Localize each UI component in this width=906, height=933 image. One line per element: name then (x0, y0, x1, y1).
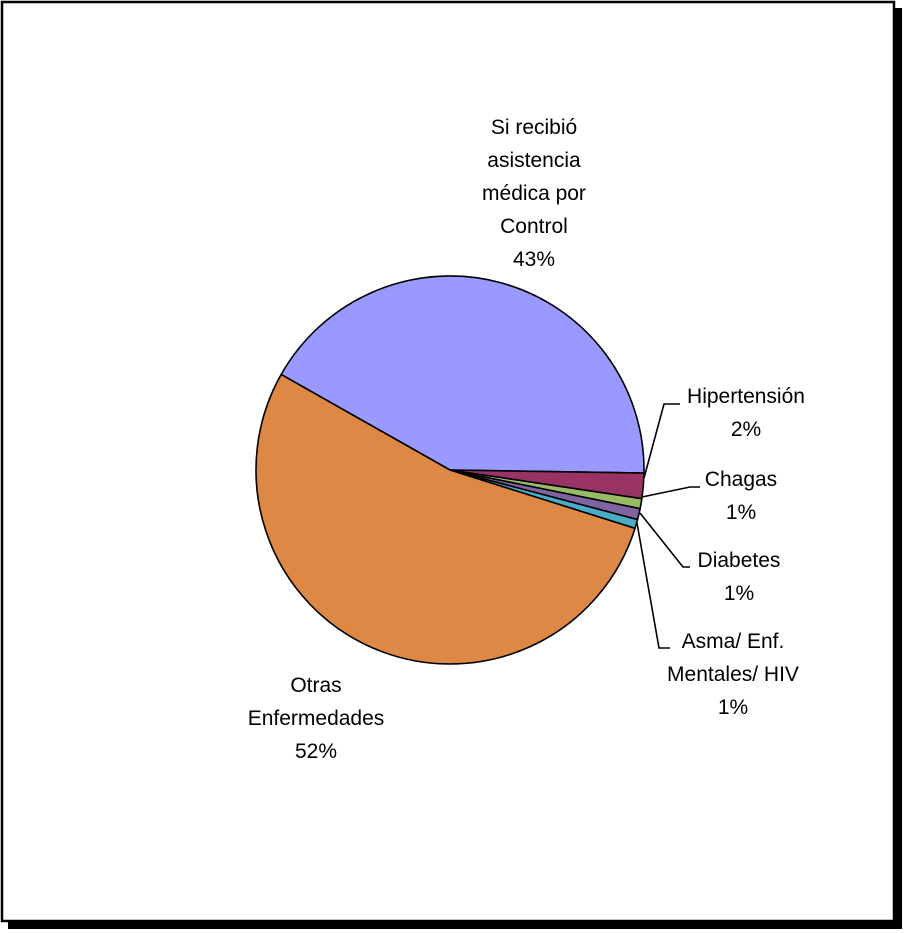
leader-line (641, 486, 700, 498)
slice-label-line: Enfermedades (248, 707, 385, 730)
slice-label: Si recibió asistencia médica por Control 43% (482, 116, 586, 271)
slice-value: 52% (295, 740, 337, 763)
slice-label-line: Asma/ Enf. (682, 630, 785, 653)
slice-label-line: Hipertensión (687, 385, 805, 408)
slice-labels: Si recibió asistencia médica por Control 43%… (248, 116, 805, 763)
slice-label-line: Diabetes (698, 549, 781, 572)
pie-slice (280, 275, 645, 474)
leader-line (639, 512, 690, 568)
slice-label-line: Control (500, 215, 568, 238)
slice-label-line: Mentales/ HIV (667, 663, 799, 686)
leader-line (643, 403, 680, 479)
slice-label-line: médica por (482, 182, 586, 205)
slice-value: 43% (513, 248, 555, 271)
slice-value: 1% (726, 501, 756, 524)
leader-lines (636, 403, 700, 649)
slice-label: Chagas 1% (705, 468, 777, 524)
pie-slice (255, 373, 636, 665)
slice-label: Diabetes 1% (698, 549, 781, 605)
slice-value: 2% (731, 418, 761, 441)
slice-label-line: asistencia (487, 149, 581, 172)
slice-label: Hipertensión 2% (687, 385, 805, 441)
slice-label-line: Si recibió (491, 116, 577, 139)
slice-label: Asma/ Enf. Mentales/ HIV 1% (667, 630, 799, 719)
slice-label-line: Otras (290, 674, 341, 697)
slice-label-line: Chagas (705, 468, 777, 491)
slice-label: Otras Enfermedades 52% (248, 674, 385, 763)
slice-value: 1% (718, 696, 748, 719)
leader-line (636, 522, 670, 649)
slice-value: 1% (724, 582, 754, 605)
pie-slices (255, 275, 645, 665)
